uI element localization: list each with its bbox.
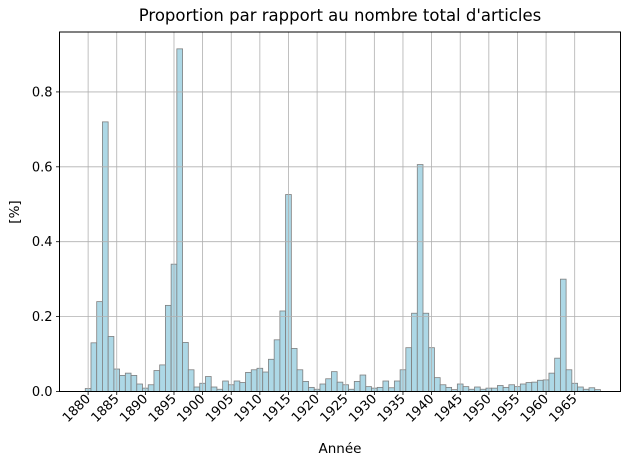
bar-1884 <box>107 336 115 392</box>
bar-1889 <box>136 383 143 392</box>
bar-1909 <box>250 369 258 392</box>
x-tick-label: 1885 <box>89 392 123 426</box>
y-tick-label: 0.2 <box>32 310 53 325</box>
x-tick-label: 1895 <box>146 392 180 426</box>
bar-1933 <box>388 387 395 392</box>
y-tick-label: 0.8 <box>32 85 53 100</box>
bar-1886 <box>119 374 126 392</box>
bar-1902 <box>210 386 218 392</box>
bar-1883 <box>102 121 109 392</box>
bar-1923 <box>331 371 338 392</box>
bar-1913 <box>273 339 281 392</box>
plot-frame <box>59 31 621 392</box>
x-tick-label: 1915 <box>260 392 294 426</box>
bar-1904 <box>222 380 229 392</box>
x-tick-label: 1910 <box>232 392 266 426</box>
bar-1946 <box>462 386 470 392</box>
bar-1892 <box>153 370 161 392</box>
bar-1906 <box>233 380 241 392</box>
bar-1954 <box>508 384 515 392</box>
bar-1953 <box>502 386 510 392</box>
x-tick-label: 1930 <box>346 392 380 426</box>
x-tick-label: 1955 <box>489 392 523 426</box>
bar-1927 <box>353 380 361 392</box>
x-tick-label: 1925 <box>318 392 352 426</box>
bar-1911 <box>262 371 269 392</box>
bar-1968 <box>588 387 596 392</box>
bar-1934 <box>393 380 401 392</box>
axes-layer <box>56 31 621 395</box>
bar-1888 <box>130 374 138 392</box>
bar-1939 <box>422 312 430 392</box>
y-tick-label: 0.4 <box>32 235 53 250</box>
bar-1907 <box>239 382 246 392</box>
bar-1942 <box>439 384 447 392</box>
bar-1932 <box>382 380 390 392</box>
x-tick-label: 1880 <box>60 392 94 426</box>
y-tick-label: 0.0 <box>32 385 53 400</box>
bar-1943 <box>445 386 453 392</box>
bar-1922 <box>325 378 332 392</box>
bar-1957 <box>525 382 533 392</box>
y-axis-label: [%] <box>7 200 23 223</box>
bar-1948 <box>474 386 481 392</box>
bar-1916 <box>290 348 298 392</box>
bar-1893 <box>159 364 166 392</box>
bar-1936 <box>405 347 412 392</box>
bar-1914 <box>279 310 287 392</box>
bar-1952 <box>497 385 504 392</box>
x-tick-label: 1890 <box>117 392 151 426</box>
bar-1964 <box>565 369 573 392</box>
bar-1921 <box>319 383 327 392</box>
bar-1961 <box>548 372 556 392</box>
bar-1924 <box>336 381 344 392</box>
bar-1912 <box>268 358 275 392</box>
bar-1918 <box>302 380 309 392</box>
bar-1956 <box>519 383 527 392</box>
bar-1887 <box>124 372 132 392</box>
y-tick-label: 0.6 <box>32 160 53 175</box>
bar-1894 <box>164 304 172 392</box>
bar-1919 <box>308 386 315 392</box>
grid-layer <box>59 32 621 392</box>
bar-1937 <box>411 312 418 392</box>
bar-1882 <box>96 301 103 392</box>
x-tick-label: 1900 <box>174 392 208 426</box>
bar-1963 <box>559 278 567 392</box>
bar-1958 <box>531 381 538 392</box>
x-tick-label: 1950 <box>461 392 495 426</box>
bar-1901 <box>205 376 212 392</box>
chart-title: Proportion par rapport au nombre total d… <box>139 6 542 25</box>
bar-1899 <box>193 386 201 392</box>
bar-1908 <box>245 371 252 392</box>
bar-1962 <box>554 357 561 392</box>
x-axis-label: Année <box>319 441 362 457</box>
bar-1931 <box>376 386 384 392</box>
bar-1929 <box>365 386 372 392</box>
bar-1928 <box>359 374 367 392</box>
x-tick-label: 1920 <box>289 392 323 426</box>
x-tick-label: 1965 <box>547 392 581 426</box>
bar-1966 <box>577 386 584 392</box>
bar-1897 <box>182 342 189 392</box>
bar-1896 <box>176 48 183 392</box>
bar-1959 <box>537 379 544 392</box>
x-tick-label: 1940 <box>403 392 437 426</box>
x-tick-label: 1960 <box>518 392 552 426</box>
bar-1951 <box>491 387 498 392</box>
bars-layer <box>84 48 601 392</box>
bar-1881 <box>90 342 98 392</box>
x-tick-label: 1945 <box>432 392 466 426</box>
x-tick-label: 1935 <box>375 392 409 426</box>
bar-1917 <box>296 369 304 392</box>
bar-1938 <box>416 164 424 392</box>
bar-1891 <box>147 384 155 392</box>
bar-1898 <box>187 369 195 392</box>
x-tick-label: 1905 <box>203 392 237 426</box>
bar-1941 <box>434 377 441 392</box>
